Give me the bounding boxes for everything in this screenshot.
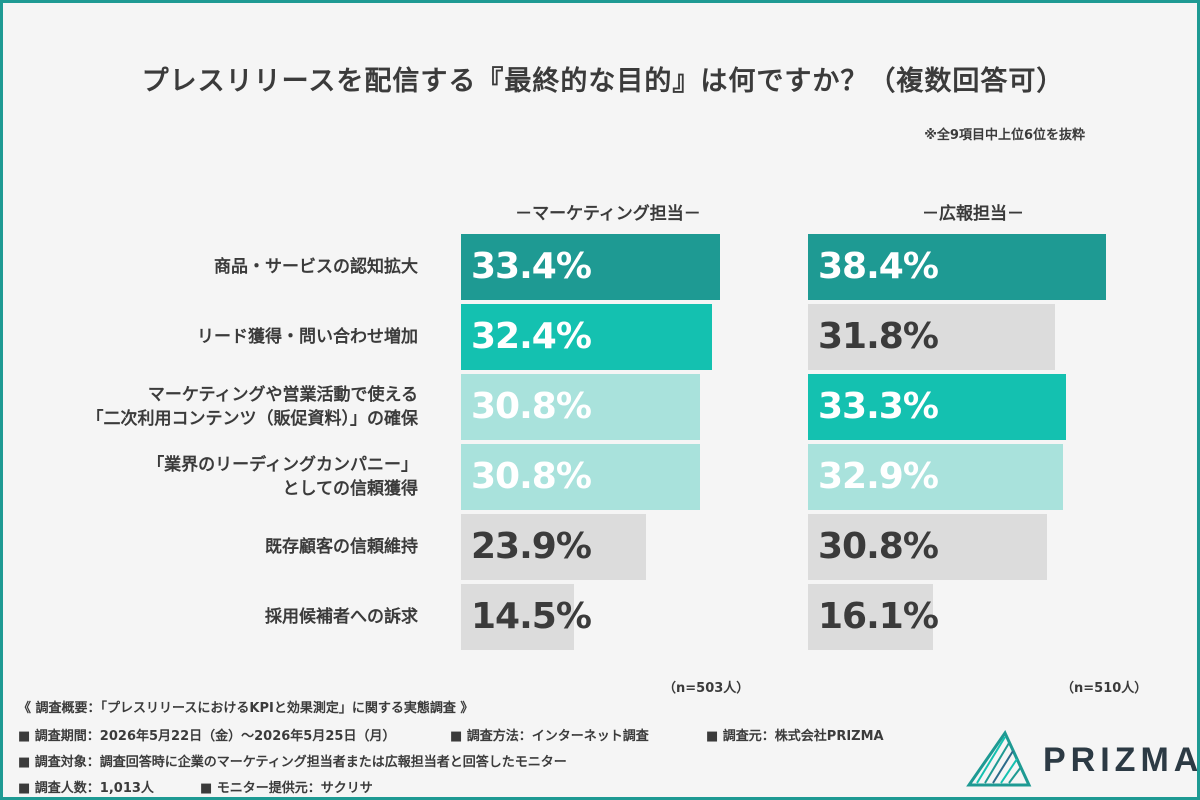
n-value-marketing: （n=503人） — [663, 681, 750, 696]
survey-provider: ■ モニター提供元：サクリサ — [200, 781, 373, 796]
prizma-logo-icon — [966, 729, 1032, 787]
bar-value-label: 30.8% — [471, 386, 592, 427]
bar — [808, 444, 1064, 510]
bar-value-label: 14.5% — [471, 596, 592, 637]
bar — [808, 304, 1055, 370]
category-label: リード獲得・問い合わせ増加 — [43, 325, 418, 349]
bar-value-label: 30.8% — [471, 456, 592, 497]
bar — [461, 374, 701, 440]
category-label: マーケティングや営業活動で使える「二次利用コンテンツ（販促資料）」の確保 — [43, 383, 419, 431]
bar-value-label: 30.8% — [818, 526, 939, 567]
survey-count: ■ 調査人数：1,013人 — [18, 781, 154, 796]
bar-value-label: 23.9% — [471, 526, 592, 567]
bar — [808, 584, 933, 650]
category-label: 採用候補者への訴求 — [43, 605, 418, 629]
category-label-line: 「業界のリーディングカンパニー」 — [147, 455, 418, 475]
category-label: 商品・サービスの認知拡大 — [43, 255, 418, 279]
n-value-pr: （n=510人） — [1061, 681, 1148, 696]
survey-org: ■ 調査元：株式会社PRIZMA — [706, 729, 884, 744]
category-label: 既存顧客の信頼維持 — [43, 535, 418, 559]
bar — [461, 444, 701, 510]
bar-value-label: 33.3% — [818, 386, 939, 427]
bar-value-label: 32.9% — [818, 456, 939, 497]
bar-value-label: 33.4% — [471, 246, 592, 287]
category-label-line: 既存顧客の信頼維持 — [265, 537, 418, 557]
category-label-line: リード獲得・問い合わせ増加 — [197, 327, 418, 347]
series-header-marketing: －マーケティング担当－ — [515, 204, 701, 224]
bar-value-label: 31.8% — [818, 316, 939, 357]
bar — [461, 234, 721, 300]
category-label-line: マーケティングや営業活動で使える — [147, 385, 418, 405]
bar — [461, 584, 574, 650]
category-label-line: 商品・サービスの認知拡大 — [214, 257, 418, 277]
survey-method: ■ 調査方法：インターネット調査 — [450, 729, 649, 744]
bar — [461, 304, 713, 370]
bar-value-label: 38.4% — [818, 246, 939, 287]
category-label: 「業界のリーディングカンパニー」としての信頼獲得 — [43, 453, 418, 501]
survey-target: ■ 調査対象：調査回答時に企業のマーケティング担当者または広報担当者と回答したモ… — [18, 755, 567, 770]
chart-title: プレスリリースを配信する『最終的な目的』は何ですか？（複数回答可） — [141, 66, 1065, 97]
category-label-line: 採用候補者への訴求 — [265, 607, 418, 627]
category-label-line: 「二次利用コンテンツ（販促資料）」の確保 — [86, 409, 419, 429]
bar — [808, 374, 1067, 440]
survey-heading: 《 調査概要：「プレスリリースにおけるKPIと効果測定」に関する実態調査 》 — [18, 701, 474, 716]
bar-value-label: 16.1% — [818, 596, 939, 637]
bar-value-label: 32.4% — [471, 316, 592, 357]
bar — [808, 514, 1048, 580]
logo-text: PRIZMA — [1043, 741, 1200, 779]
survey-period: ■ 調査期間：2026年5月22日（金）～2026年5月25日（月） — [18, 729, 396, 744]
bar — [461, 514, 647, 580]
series-header-pr: －広報担当－ — [922, 204, 1024, 224]
chart-note: ※全9項目中上位6位を抜粋 — [924, 128, 1085, 143]
category-label-line: としての信頼獲得 — [282, 479, 419, 499]
bar — [808, 234, 1106, 300]
